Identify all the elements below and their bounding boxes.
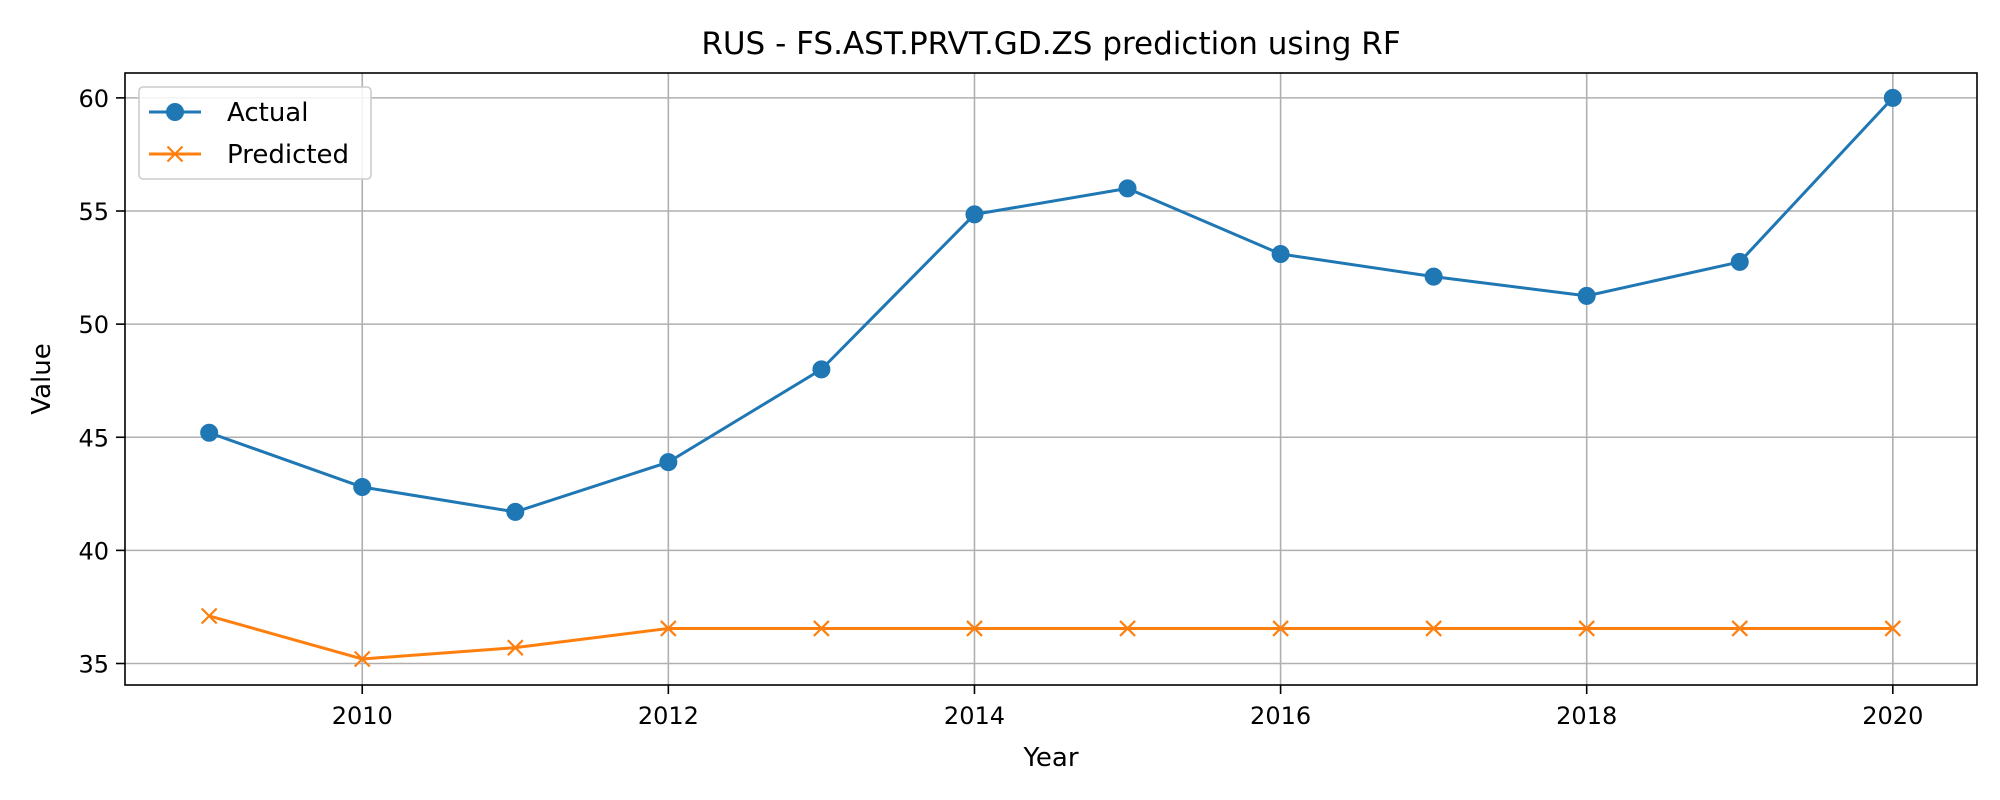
x-tick-label: 2018 <box>1556 702 1617 730</box>
data-point-predicted <box>966 620 983 637</box>
data-point-predicted <box>1884 620 1902 637</box>
y-axis-label: Value <box>27 343 57 414</box>
data-point-predicted <box>660 620 677 637</box>
data-point-predicted <box>813 620 830 637</box>
data-point-actual <box>1424 267 1443 286</box>
data-point-predicted <box>1119 620 1136 637</box>
data-point-actual <box>1271 244 1290 263</box>
data-point-actual <box>1577 286 1596 305</box>
grid-lines <box>125 73 1977 685</box>
legend-marker-predicted <box>166 145 184 163</box>
data-point-predicted <box>1578 620 1595 637</box>
data-point-predicted <box>1272 620 1289 637</box>
data-point-predicted <box>1425 620 1442 637</box>
x-axis-label: Year <box>1022 743 1078 773</box>
series-line-predicted <box>207 614 1895 661</box>
x-tick-label: 2016 <box>1250 702 1311 730</box>
y-tick-label: 45 <box>78 424 109 452</box>
y-tick-label: 55 <box>78 198 109 226</box>
data-point-actual <box>1730 252 1749 271</box>
legend-label-predicted: Predicted <box>227 140 349 170</box>
data-point-actual <box>1118 179 1137 198</box>
data-point-predicted <box>200 607 218 625</box>
data-point-actual <box>200 423 219 442</box>
legend: Actual Predicted <box>138 86 372 180</box>
x-tick-label: 2020 <box>1862 702 1923 730</box>
x-tick-label: 2010 <box>332 702 393 730</box>
series-line-actual <box>207 96 1895 514</box>
data-point-actual <box>353 478 372 497</box>
y-tick-label: 60 <box>78 85 109 113</box>
axes: 2010 2012 2014 2016 2018 2020 35 40 45 50 55 60 <box>78 85 1923 730</box>
y-tick-label: 35 <box>78 651 109 679</box>
legend-box <box>138 86 372 180</box>
plot-area-frame <box>124 72 1978 686</box>
legend-marker-actual <box>166 103 184 121</box>
legend-label-actual: Actual <box>227 98 308 128</box>
series-actual <box>200 88 1902 521</box>
data-point-actual <box>965 205 984 224</box>
chart-title: RUS - FS.AST.PRVT.GD.ZS prediction using… <box>701 26 1400 62</box>
series-layer <box>200 88 1902 668</box>
data-point-actual <box>506 502 525 521</box>
y-tick-label: 40 <box>78 537 109 565</box>
series-predicted <box>200 607 1902 668</box>
legend-item-actual: Actual <box>149 98 308 128</box>
x-tick-label: 2012 <box>638 702 699 730</box>
data-point-actual <box>1883 88 1902 107</box>
y-tick-label: 50 <box>78 311 109 339</box>
x-tick-label: 2014 <box>944 702 1005 730</box>
data-point-actual <box>812 360 831 379</box>
data-point-predicted <box>353 650 371 668</box>
data-point-actual <box>659 453 678 472</box>
legend-item-predicted: Predicted <box>149 140 349 170</box>
data-point-predicted <box>507 639 524 656</box>
data-point-predicted <box>1731 620 1749 637</box>
